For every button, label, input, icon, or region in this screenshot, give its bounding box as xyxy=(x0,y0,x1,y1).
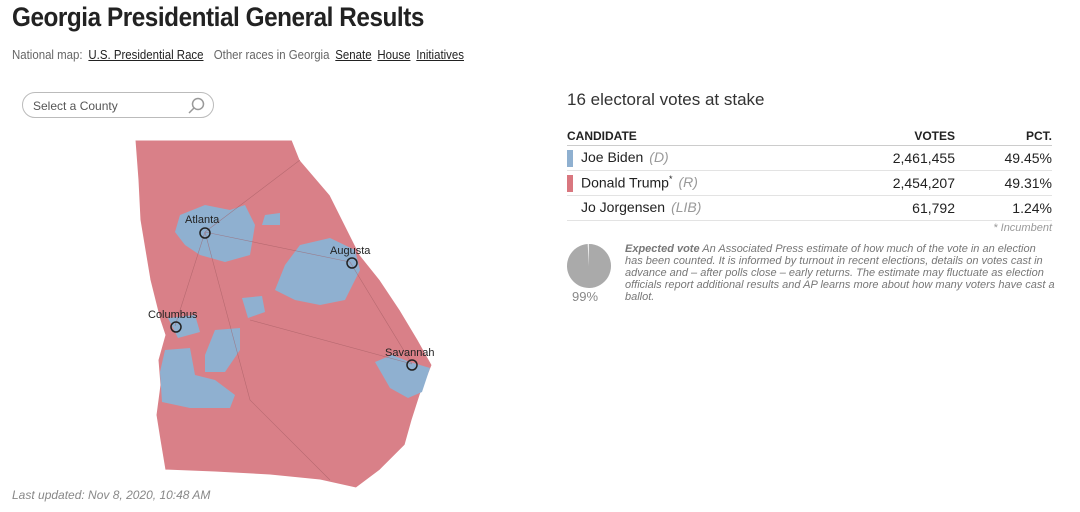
expected-pie xyxy=(567,244,611,288)
county-search[interactable]: Select a County xyxy=(22,92,214,118)
result-row: Jo Jorgensen (LIB) 61,792 1.24% xyxy=(567,195,1052,221)
party: (LIB) xyxy=(671,199,702,216)
result-row: Joe Biden (D) 2,461,455 49.45% xyxy=(567,145,1052,171)
swatch xyxy=(567,175,573,193)
pct: 1.24% xyxy=(955,195,1052,221)
blue-counties xyxy=(160,205,430,408)
search-placeholder: Select a County xyxy=(33,99,118,113)
footnote: * Incumbent xyxy=(993,222,1052,234)
party: (D) xyxy=(649,149,669,166)
candidate-name: Joe Biden xyxy=(581,149,644,166)
title: Georgia Presidential General Results xyxy=(12,2,424,32)
party: (R) xyxy=(678,174,698,191)
nav-label: Other races in Georgia xyxy=(213,47,330,62)
candidate-cell: Jo Jorgensen (LIB) xyxy=(567,195,833,221)
nav-link[interactable]: Initiatives xyxy=(416,47,464,62)
city-label: Savannah xyxy=(385,347,435,359)
candidate-name: Donald Trump xyxy=(581,174,669,191)
swatch-space xyxy=(567,200,573,217)
updated: Last updated: Nov 8, 2020, 10:48 AM xyxy=(12,488,211,502)
swatch xyxy=(567,149,573,167)
stake: 16 electoral votes at stake xyxy=(567,90,765,109)
candidate-name: Jo Jorgensen xyxy=(581,199,666,216)
city-marker xyxy=(170,321,182,333)
expected-pct: 99% xyxy=(572,289,599,304)
candidate-cell: Joe Biden (D) xyxy=(567,145,833,171)
city-label: Augusta xyxy=(330,245,371,257)
col-header: PCT. xyxy=(955,127,1052,146)
cities: Atlanta Augusta Columbus Savannah xyxy=(148,214,435,371)
city-marker xyxy=(406,359,418,371)
votes: 2,454,207 xyxy=(832,170,955,196)
city-marker xyxy=(199,227,211,239)
pct: 49.31% xyxy=(955,170,1052,196)
expected-note: Expected vote An Associated Press estima… xyxy=(625,243,1055,303)
city-marker xyxy=(346,257,358,269)
nav-link[interactable]: House xyxy=(377,47,411,62)
candidate-cell: Donald Trump* (R) xyxy=(567,170,833,196)
results-table: CANDIDATE VOTES PCT. Joe Biden (D) 2,461,4… xyxy=(567,127,1052,221)
roads xyxy=(174,159,413,481)
nav-link[interactable]: U.S. Presidential Race xyxy=(88,47,204,62)
city-label: Atlanta xyxy=(185,214,220,226)
expected-term: Expected vote xyxy=(625,243,700,255)
pct: 49.45% xyxy=(955,145,1052,171)
nav-link[interactable]: Senate xyxy=(335,47,372,62)
col-header: VOTES xyxy=(832,127,955,146)
city-label: Columbus xyxy=(148,309,198,321)
votes: 2,461,455 xyxy=(832,145,955,171)
col-header: CANDIDATE xyxy=(567,127,833,146)
map: Atlanta Augusta Columbus Savannah xyxy=(134,139,435,489)
search-icon xyxy=(188,97,205,114)
nav: National map: U.S. Presidential Race Oth… xyxy=(12,47,464,62)
nav-label: National map: xyxy=(12,47,83,62)
votes: 61,792 xyxy=(832,195,955,221)
incumbent-mark: * xyxy=(668,173,673,184)
pie-slice xyxy=(567,244,611,288)
expected-text: An Associated Press estimate of how much… xyxy=(625,243,1055,303)
result-row: Donald Trump* (R) 2,454,207 49.31% xyxy=(567,170,1052,196)
